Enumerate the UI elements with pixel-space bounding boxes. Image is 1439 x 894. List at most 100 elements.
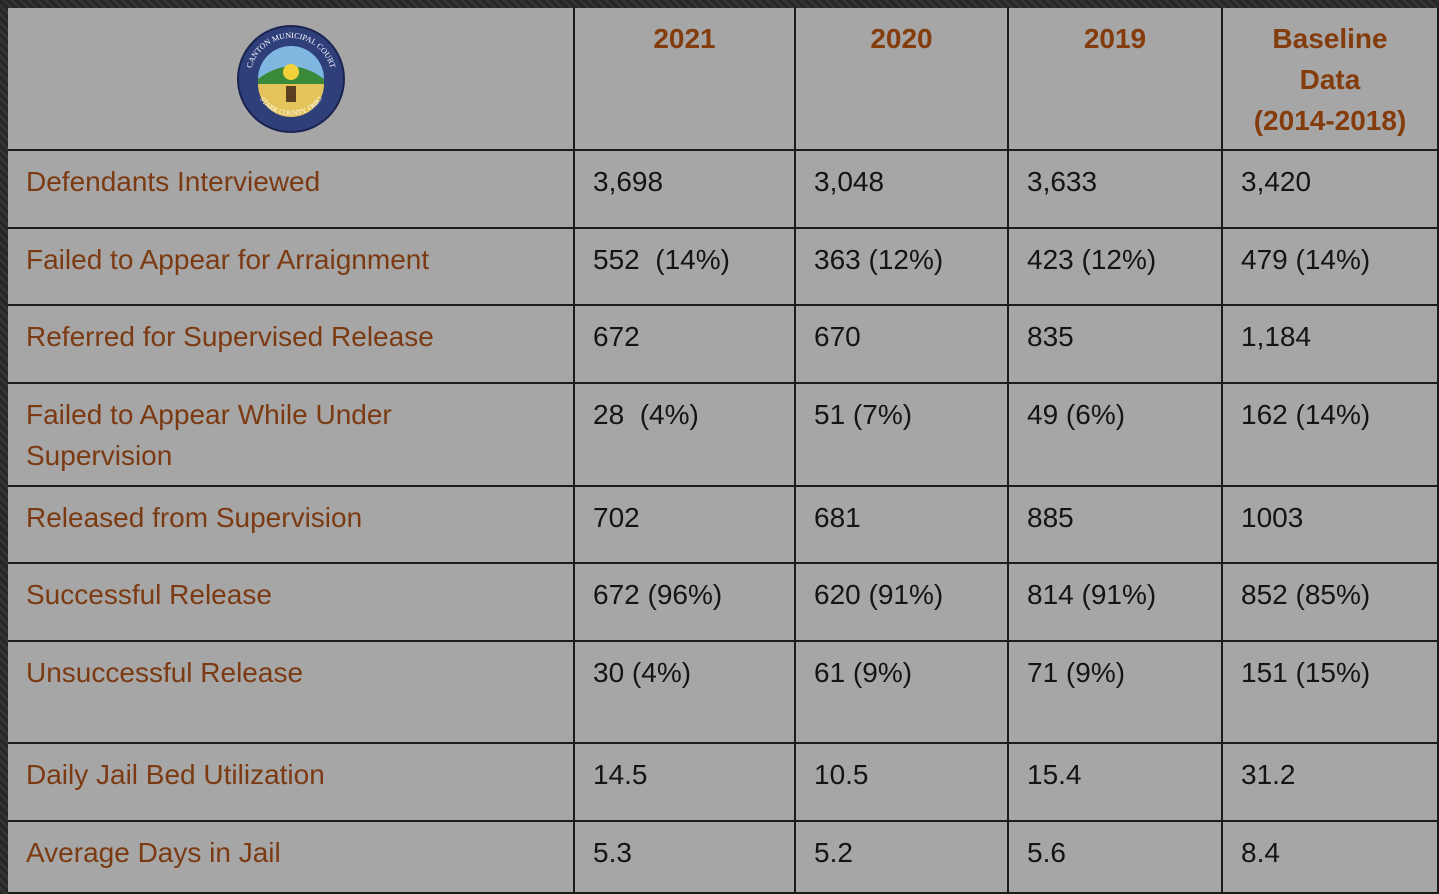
row-label: Unsuccessful Release bbox=[8, 642, 575, 744]
cell-text: 835 bbox=[1027, 321, 1074, 352]
value-cell: 814 (91%) bbox=[1009, 564, 1223, 642]
cell-text: 852 (85%) bbox=[1241, 579, 1371, 610]
value-cell: 672 bbox=[575, 306, 796, 384]
value-cell: 3,048 bbox=[796, 151, 1009, 229]
row-label: Average Days in Jail bbox=[8, 822, 575, 894]
value-cell: 423 (12%) bbox=[1009, 229, 1223, 306]
row-label: Defendants Interviewed bbox=[8, 151, 575, 229]
cell-text: 2019 bbox=[1083, 23, 1147, 54]
value-cell: 363 (12%) bbox=[796, 229, 1009, 306]
cell-text: 8.4 bbox=[1241, 837, 1280, 868]
cell-text: 3,048 bbox=[814, 166, 885, 197]
cell-text: 71 (9%) bbox=[1027, 657, 1126, 688]
value-cell: 552 (14%) bbox=[575, 229, 796, 306]
cell-text: Referred for Supervised Release bbox=[26, 321, 434, 352]
cell-text: 3,698 bbox=[593, 166, 664, 197]
column-header: Baseline Data (2014-2018) bbox=[1223, 8, 1439, 151]
cell-text: 31.2 bbox=[1241, 759, 1296, 790]
value-cell: 885 bbox=[1009, 487, 1223, 564]
value-cell: 835 bbox=[1009, 306, 1223, 384]
cell-text: 1,184 bbox=[1241, 321, 1312, 352]
value-cell: 5.2 bbox=[796, 822, 1009, 894]
cell-text: 672 bbox=[593, 321, 640, 352]
cell-text: (2014-2018) bbox=[1253, 105, 1407, 136]
cell-text: 670 bbox=[814, 321, 861, 352]
column-header: 2021 bbox=[575, 8, 796, 151]
row-label: Referred for Supervised Release bbox=[8, 306, 575, 384]
cell-text: 3,633 bbox=[1027, 166, 1098, 197]
cell-text: 1003 bbox=[1241, 502, 1304, 533]
table: CANTON MUNICIPAL COURT STARK COUNTY, OHI… bbox=[8, 8, 1439, 894]
cell-text: 681 bbox=[814, 502, 861, 533]
cell-text: 620 (91%) bbox=[814, 579, 944, 610]
cell-text: Released from Supervision bbox=[26, 502, 363, 533]
row-label: Failed to Appear for Arraignment bbox=[8, 229, 575, 306]
row-label: Daily Jail Bed Utilization bbox=[8, 744, 575, 822]
cell-text: 51 (7%) bbox=[814, 399, 913, 430]
row-label: Successful Release bbox=[8, 564, 575, 642]
value-cell: 51 (7%) bbox=[796, 384, 1009, 487]
value-cell: 162 (14%) bbox=[1223, 384, 1439, 487]
value-cell: 49 (6%) bbox=[1009, 384, 1223, 487]
row-label: Failed to Appear While Under Supervision bbox=[8, 384, 575, 487]
cell-text: 14.5 bbox=[593, 759, 648, 790]
value-cell: 15.4 bbox=[1009, 744, 1223, 822]
cell-text: Failed to Appear While Under bbox=[26, 399, 392, 430]
cell-text: Failed to Appear for Arraignment bbox=[26, 244, 430, 275]
value-cell: 14.5 bbox=[575, 744, 796, 822]
cell-text: 2020 bbox=[870, 23, 933, 54]
cell-text: 672 (96%) bbox=[593, 579, 723, 610]
cell-text: 61 (9%) bbox=[814, 657, 913, 688]
cell-text: Daily Jail Bed Utilization bbox=[26, 759, 325, 790]
value-cell: 620 (91%) bbox=[796, 564, 1009, 642]
cell-text: 49 (6%) bbox=[1027, 399, 1126, 430]
cell-text: Data bbox=[1299, 64, 1361, 95]
value-cell: 672 (96%) bbox=[575, 564, 796, 642]
cell-text: 423 (12%) bbox=[1027, 244, 1157, 275]
cell-text: Successful Release bbox=[26, 579, 272, 610]
cell-text: 15.4 bbox=[1027, 759, 1082, 790]
cell-text: Defendants Interviewed bbox=[26, 166, 321, 197]
value-cell: 479 (14%) bbox=[1223, 229, 1439, 306]
value-cell: 151 (15%) bbox=[1223, 642, 1439, 744]
value-cell: 852 (85%) bbox=[1223, 564, 1439, 642]
court-seal: CANTON MUNICIPAL COURT STARK COUNTY, OHI… bbox=[237, 25, 345, 133]
column-header: 2019 bbox=[1009, 8, 1223, 151]
cell-text: 28 (4%) bbox=[593, 399, 699, 430]
value-cell: 10.5 bbox=[796, 744, 1009, 822]
value-cell: 5.3 bbox=[575, 822, 796, 894]
cell-text: 30 (4%) bbox=[593, 657, 692, 688]
value-cell: 681 bbox=[796, 487, 1009, 564]
cell-text: 3,420 bbox=[1241, 166, 1312, 197]
value-cell: 5.6 bbox=[1009, 822, 1223, 894]
value-cell: 1,184 bbox=[1223, 306, 1439, 384]
value-cell: 3,633 bbox=[1009, 151, 1223, 229]
cell-text: 552 (14%) bbox=[593, 244, 730, 275]
cell-text: Baseline bbox=[1272, 23, 1388, 54]
cell-text: 5.6 bbox=[1027, 837, 1066, 868]
row-label: Released from Supervision bbox=[8, 487, 575, 564]
cell-text: 2021 bbox=[653, 23, 716, 54]
cell-text: 162 (14%) bbox=[1241, 399, 1371, 430]
value-cell: 3,698 bbox=[575, 151, 796, 229]
cell-text: 479 (14%) bbox=[1241, 244, 1371, 275]
value-cell: 3,420 bbox=[1223, 151, 1439, 229]
cell-text: 10.5 bbox=[814, 759, 869, 790]
value-cell: 702 bbox=[575, 487, 796, 564]
value-cell: 30 (4%) bbox=[575, 642, 796, 744]
cell-text: 814 (91%) bbox=[1027, 579, 1157, 610]
value-cell: 8.4 bbox=[1223, 822, 1439, 894]
value-cell: 670 bbox=[796, 306, 1009, 384]
cell-text: 363 (12%) bbox=[814, 244, 944, 275]
value-cell: 71 (9%) bbox=[1009, 642, 1223, 744]
cell-text: 151 (15%) bbox=[1241, 657, 1371, 688]
cell-text: 885 bbox=[1027, 502, 1074, 533]
value-cell: 28 (4%) bbox=[575, 384, 796, 487]
value-cell: 1003 bbox=[1223, 487, 1439, 564]
value-cell: 31.2 bbox=[1223, 744, 1439, 822]
cell-text: Supervision bbox=[26, 440, 173, 471]
cell-text: 5.2 bbox=[814, 837, 853, 868]
cell-text: 5.3 bbox=[593, 837, 632, 868]
value-cell: 61 (9%) bbox=[796, 642, 1009, 744]
